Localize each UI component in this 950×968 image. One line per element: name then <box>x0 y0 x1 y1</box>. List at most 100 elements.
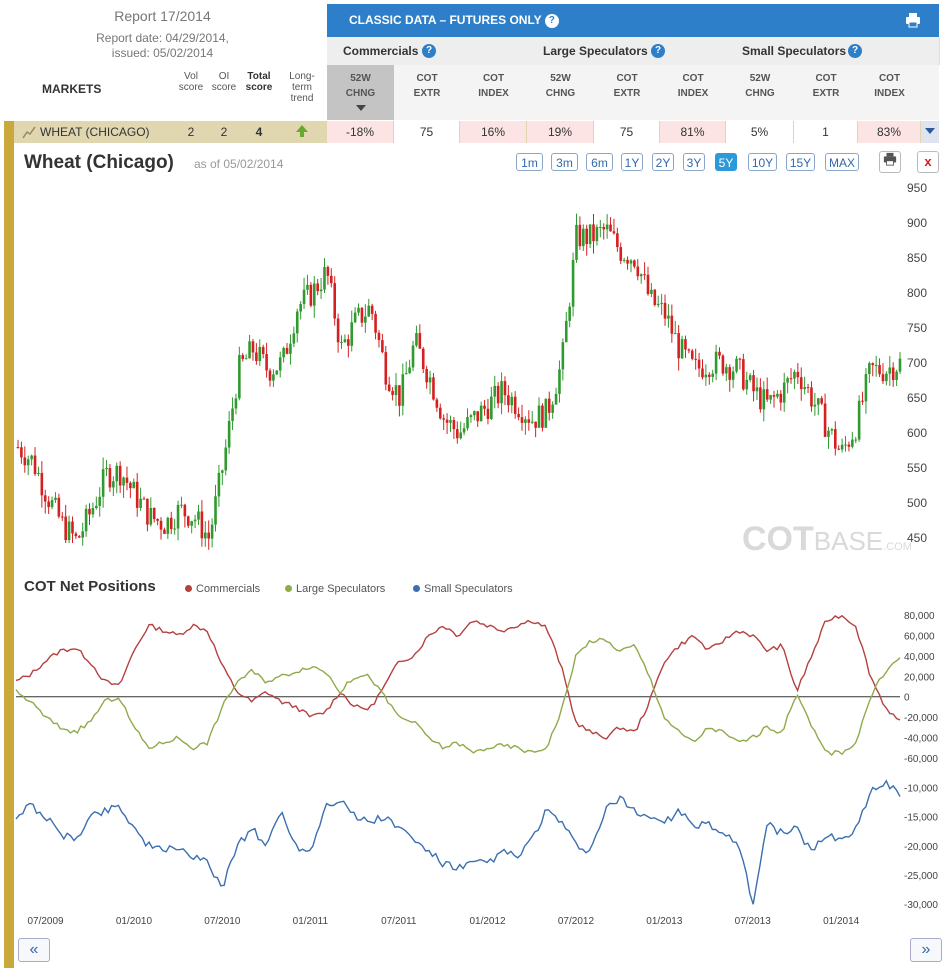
price-ytick-label: 700 <box>907 356 927 370</box>
expand-button[interactable] <box>921 121 939 143</box>
candle <box>16 439 20 449</box>
candle <box>558 360 561 403</box>
candle <box>564 312 568 343</box>
candle <box>513 391 517 419</box>
candle <box>895 369 898 387</box>
candle <box>626 256 629 270</box>
cot-ytick-label: 0 <box>904 693 910 704</box>
range-button-max[interactable]: MAX <box>825 153 859 171</box>
price-ytick-label: 500 <box>907 496 927 510</box>
cot-ytick-label: 60,000 <box>904 632 935 643</box>
sort-down-icon <box>355 105 366 111</box>
candle <box>183 503 187 528</box>
subcol-line1: COT <box>682 73 704 84</box>
legend-item-0[interactable]: Commercials <box>185 583 260 595</box>
candle <box>221 469 224 486</box>
candle <box>544 398 548 429</box>
legend-item-1[interactable]: Large Speculators <box>285 583 385 595</box>
small-spec-cot-extr-header[interactable]: COT EXTR <box>794 65 858 120</box>
market-name[interactable]: WHEAT (CHICAGO) <box>40 125 150 139</box>
candle <box>619 242 623 265</box>
candle <box>261 344 265 359</box>
subcol-line2: INDEX <box>478 88 509 99</box>
commercials-52w-chng-header[interactable]: 52W CHNG <box>327 65 394 120</box>
commercials-cot-index-header[interactable]: COT INDEX <box>460 65 527 120</box>
candle <box>258 339 262 367</box>
small-spec-52w-chng-header[interactable]: 52W CHNG <box>726 65 794 120</box>
commercials-cot-extr-header[interactable]: COT EXTR <box>394 65 460 120</box>
print-chart-button[interactable] <box>879 151 901 173</box>
x-tick-label: 01/2014 <box>823 916 860 927</box>
large-spec-52w-chng-header[interactable]: 52W CHNG <box>527 65 594 120</box>
candle <box>278 351 282 378</box>
candle <box>840 438 844 453</box>
candle <box>333 276 337 326</box>
total-score: 4 <box>255 125 263 139</box>
large-spec-cot-extr-header[interactable]: COT EXTR <box>594 65 660 120</box>
range-button-6m[interactable]: 6m <box>586 153 613 171</box>
range-button-1m[interactable]: 1m <box>516 153 543 171</box>
candle <box>26 455 30 476</box>
candle <box>530 411 534 424</box>
candle <box>432 372 435 401</box>
x-tick-label: 01/2011 <box>293 916 329 927</box>
range-button-3m[interactable]: 3m <box>551 153 578 171</box>
total-score-header-l2: score <box>245 82 273 93</box>
candle <box>364 304 367 333</box>
vol-score-header-l1: Vol <box>184 71 198 82</box>
next-button[interactable]: » <box>910 938 942 962</box>
candle <box>643 262 646 280</box>
candle <box>738 357 742 370</box>
close-chart-button[interactable]: x <box>917 151 939 173</box>
subcol-line1: 52W <box>749 73 771 84</box>
candle <box>272 369 275 388</box>
candle <box>370 303 374 320</box>
candle <box>67 515 71 544</box>
range-button-2y[interactable]: 2Y <box>652 153 674 171</box>
prev-button[interactable]: « <box>18 938 50 962</box>
subcol-line2: CHNG <box>545 88 576 99</box>
candle <box>306 274 309 295</box>
help-icon[interactable]: ? <box>544 13 559 28</box>
small-spec-cot-index-header[interactable]: COT INDEX <box>858 65 921 120</box>
help-icon[interactable]: ? <box>848 44 862 58</box>
candle <box>490 386 493 421</box>
range-button-1y[interactable]: 1Y <box>621 153 643 171</box>
candle <box>520 404 524 431</box>
candle <box>486 398 490 425</box>
trend-header-l2: term <box>292 82 312 93</box>
range-button-5y[interactable]: 5Y <box>715 153 737 171</box>
candle <box>118 461 122 493</box>
cot-ytick-label: -40,000 <box>904 734 938 745</box>
candle <box>622 257 626 263</box>
candle <box>197 504 200 525</box>
large-spec-cot-index-header[interactable]: COT INDEX <box>660 65 726 120</box>
candle <box>479 401 483 422</box>
candle <box>806 383 810 394</box>
print-icon[interactable] <box>905 12 921 33</box>
markets-header: MARKETS <box>42 82 102 96</box>
candle <box>166 516 170 539</box>
issued-date: issued: 05/02/2014 <box>111 46 214 60</box>
help-icon[interactable]: ? <box>651 44 665 58</box>
legend-item-2[interactable]: Small Speculators <box>413 583 513 595</box>
as-of-date: as of 05/02/2014 <box>194 157 284 171</box>
price-ytick-label: 650 <box>907 391 927 405</box>
candle <box>275 370 279 376</box>
candle <box>50 496 54 510</box>
candle <box>139 487 142 511</box>
watermark: COTBASE.COM <box>742 520 912 558</box>
candle <box>357 303 360 316</box>
candle <box>398 385 401 417</box>
candle <box>234 393 238 415</box>
candle <box>660 293 663 315</box>
range-button-3y[interactable]: 3Y <box>683 153 705 171</box>
candle <box>646 266 650 296</box>
group-commercials: Commercials ? <box>327 37 528 65</box>
range-button-10y[interactable]: 10Y <box>748 153 777 171</box>
candle <box>452 416 456 439</box>
candle <box>425 365 428 389</box>
candle <box>84 504 88 537</box>
help-icon[interactable]: ? <box>422 44 436 58</box>
range-button-15y[interactable]: 15Y <box>786 153 815 171</box>
